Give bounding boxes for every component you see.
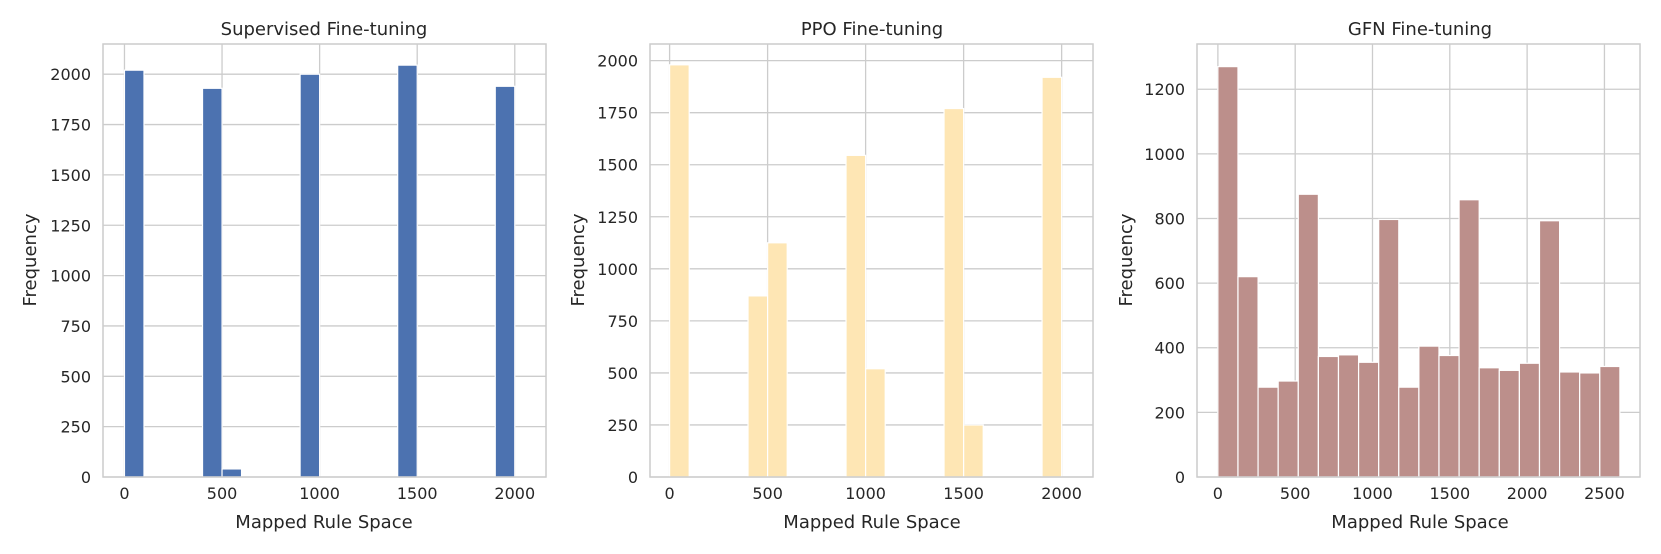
x-tick-label: 1500 (397, 484, 438, 503)
histogram-bar (747, 295, 769, 478)
y-tick-label: 500 (607, 364, 638, 383)
x-tick-label: 500 (752, 484, 783, 503)
chart-title: GFN Fine-tuning (1348, 19, 1492, 40)
chart-title: PPO Fine-tuning (801, 19, 943, 40)
histogram-bar (1398, 386, 1420, 478)
y-tick-label: 0 (81, 468, 91, 487)
y-tick-label: 500 (60, 367, 91, 386)
y-tick-label: 800 (1154, 209, 1185, 228)
histogram-bar (1558, 371, 1581, 478)
histogram-bar (1357, 361, 1380, 478)
panel-ppo: PPO Fine-tuning 0 500 1000 1500 2000 0 250 500 7… (568, 19, 1094, 533)
y-axis-label: Frequency (20, 213, 41, 306)
histogram-bar (1378, 218, 1400, 478)
histogram-bar (669, 64, 690, 478)
x-tick-label: 1000 (845, 484, 886, 503)
y-axis-label: Frequency (568, 213, 589, 306)
x-axis-label: Mapped Rule Space (235, 512, 412, 533)
x-tick-label: 2500 (1584, 484, 1625, 503)
x-tick-label: 0 (119, 484, 129, 503)
y-tick-label: 1500 (50, 166, 91, 185)
histogram-bar (1217, 66, 1239, 478)
x-axis-label: Mapped Rule Space (1331, 512, 1508, 533)
x-tick-label: 2000 (1507, 484, 1548, 503)
y-tick-label: 2000 (50, 65, 91, 84)
histogram-bar (943, 107, 965, 478)
y-tick-label: 1000 (50, 267, 91, 286)
x-tick-label: 1500 (1429, 484, 1470, 503)
x-tick-label: 500 (207, 484, 238, 503)
y-tick-label: 1000 (597, 260, 638, 279)
x-tick-label: 1000 (1352, 484, 1393, 503)
histogram-bar (1498, 369, 1520, 478)
histogram-bar (1237, 276, 1259, 478)
histogram-bar (123, 69, 145, 478)
y-tick-label: 1250 (597, 208, 638, 227)
histogram-bar (1478, 367, 1500, 478)
histogram-bar (1458, 199, 1480, 478)
x-tick-label: 500 (1280, 484, 1311, 503)
histogram-bar (1041, 76, 1063, 478)
y-tick-label: 200 (1154, 403, 1185, 422)
histogram-bar (1538, 220, 1561, 478)
histogram-bar (201, 87, 223, 478)
y-tick-label: 1750 (597, 104, 638, 123)
histogram-bar (1518, 362, 1541, 478)
histogram-bar (397, 64, 418, 478)
histogram-bar (1257, 386, 1279, 478)
histogram-bar (1438, 354, 1460, 478)
x-tick-label: 0 (1213, 484, 1223, 503)
x-tick-label: 1500 (943, 484, 984, 503)
x-tick-label: 1000 (299, 484, 340, 503)
histogram-bar (845, 154, 867, 478)
histogram-bar (1277, 380, 1299, 478)
y-tick-label: 0 (628, 468, 638, 487)
histogram-bar (1337, 354, 1360, 478)
panel-supervised: Supervised Fine-tuning 0 500 1000 1500 2000 0… (20, 19, 547, 533)
plot-frame (649, 43, 1094, 478)
y-tick-label: 250 (607, 416, 638, 435)
histogram-bar (1418, 345, 1440, 478)
x-axis-label: Mapped Rule Space (783, 512, 960, 533)
histogram-bar (494, 85, 516, 478)
y-tick-label: 750 (607, 312, 638, 331)
y-tick-label: 2000 (597, 52, 638, 71)
histogram-bar (299, 73, 321, 478)
histogram-bar (963, 424, 984, 478)
y-tick-label: 1250 (50, 216, 91, 235)
histogram-bar (1317, 355, 1340, 478)
plot-frame (102, 43, 547, 478)
y-tick-label: 400 (1154, 339, 1185, 358)
y-tick-label: 0 (1175, 468, 1185, 487)
y-axis-label: Frequency (1116, 213, 1137, 306)
x-tick-label: 0 (665, 484, 675, 503)
y-tick-label: 1750 (50, 116, 91, 135)
histogram-bar (1579, 372, 1601, 478)
x-tick-label: 2000 (1041, 484, 1082, 503)
histogram-bar (767, 242, 788, 478)
y-tick-label: 600 (1154, 274, 1185, 293)
x-tick-label: 2000 (494, 484, 535, 503)
histogram-bar (1297, 193, 1319, 478)
y-tick-label: 250 (60, 418, 91, 437)
chart-title: Supervised Fine-tuning (221, 19, 428, 40)
histogram-bar (221, 468, 243, 478)
y-tick-label: 1500 (597, 156, 638, 175)
panel-gfn: GFN Fine-tuning 0 500 1000 1500 2000 2500 0 200… (1116, 19, 1641, 533)
y-tick-label: 1000 (1144, 145, 1185, 164)
histogram-bar (1599, 365, 1621, 478)
y-tick-label: 1200 (1144, 80, 1185, 99)
histogram-bar (865, 368, 886, 478)
y-tick-label: 750 (60, 317, 91, 336)
plot-frame (1196, 43, 1641, 478)
